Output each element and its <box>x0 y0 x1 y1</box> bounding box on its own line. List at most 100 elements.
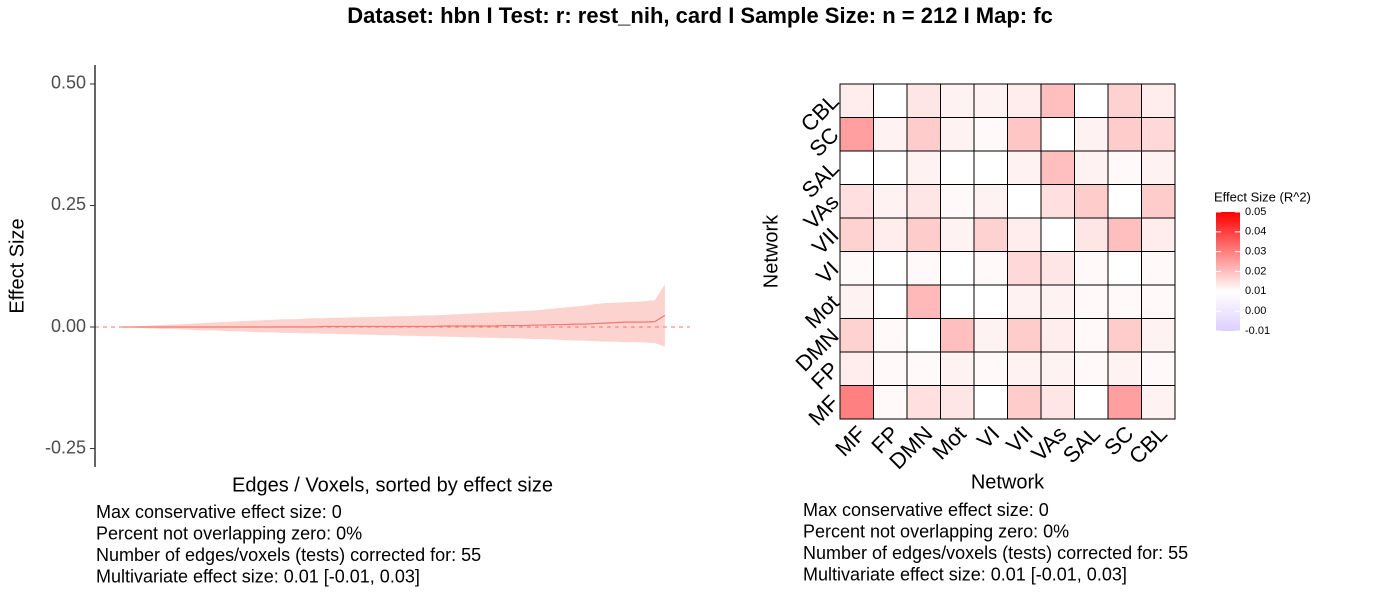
heatmap-cell <box>839 184 874 219</box>
heatmap-cell <box>1007 318 1042 353</box>
heatmap-cell <box>873 83 908 118</box>
heatmap-cell <box>1074 217 1109 252</box>
y-tick-label: VAs <box>799 189 844 234</box>
heatmap-cell <box>1040 217 1075 252</box>
heatmap-cell <box>940 251 975 286</box>
heatmap-cell <box>1107 117 1142 152</box>
heatmap-cell <box>1074 184 1109 219</box>
colorbar-tick-label: 0.03 <box>1245 246 1266 258</box>
heatmap-cell <box>839 318 874 353</box>
heatmap-cell <box>1007 351 1042 386</box>
heatmap-cell <box>1074 385 1109 420</box>
heatmap-cell <box>906 351 941 386</box>
heatmap-cell <box>1107 351 1142 386</box>
heatmap-cell <box>1141 351 1176 386</box>
y-tick-label: VI <box>811 256 843 288</box>
heatmap-cell <box>873 385 908 420</box>
heatmap-cell <box>1141 284 1176 319</box>
heatmap-cell <box>1074 318 1109 353</box>
x-axis-title: Network <box>971 471 1045 493</box>
y-axis-title: Network <box>760 214 782 288</box>
colorbar-tick-label: 0.05 <box>1245 206 1266 218</box>
heatmap-cell <box>906 318 941 353</box>
heatmap-cell <box>940 351 975 386</box>
heatmap-cell <box>1040 251 1075 286</box>
heatmap-cell <box>1107 83 1142 118</box>
colorbar-tick-label: 0.00 <box>1245 305 1266 317</box>
heatmap-cell <box>940 318 975 353</box>
heatmap-cell <box>973 251 1008 286</box>
legend-title: Effect Size (R^2) <box>1214 189 1311 204</box>
heatmap-cell <box>1141 117 1176 152</box>
heatmap-cell <box>906 284 941 319</box>
heatmap-cell <box>973 117 1008 152</box>
heatmap-cell <box>1007 117 1042 152</box>
heatmap-cell <box>1074 83 1109 118</box>
heatmap-cell <box>1141 251 1176 286</box>
heatmap-cell <box>839 385 874 420</box>
colorbar-tick-label: 0.02 <box>1245 265 1266 277</box>
heatmap-cell <box>1074 351 1109 386</box>
y-tick-label: MF <box>804 390 844 430</box>
heatmap-cell <box>839 217 874 252</box>
heatmap-cell <box>940 385 975 420</box>
heatmap-cell <box>973 184 1008 219</box>
heatmap-cell <box>873 184 908 219</box>
heatmap-cell <box>1040 184 1075 219</box>
heatmap-cell <box>1074 117 1109 152</box>
heatmap-cell <box>1141 150 1176 185</box>
y-tick-label: -0.25 <box>45 437 86 457</box>
heatmap-cell <box>1141 184 1176 219</box>
colorbar-tick-label: 0.04 <box>1245 226 1266 238</box>
colorbar-tick-label: 0.01 <box>1245 285 1266 297</box>
heatmap-cell <box>1107 318 1142 353</box>
heatmap-cell <box>1040 284 1075 319</box>
heatmap-cell <box>906 117 941 152</box>
heatmap-cell <box>1107 150 1142 185</box>
summary-note: Max conservative effect size: 0 <box>96 502 342 522</box>
heatmap-cell <box>873 251 908 286</box>
heatmap-cell <box>906 83 941 118</box>
heatmap-cell <box>1040 117 1075 152</box>
y-tick-label: SAL <box>797 156 844 203</box>
heatmap-cell <box>940 284 975 319</box>
heatmap-cell <box>1007 284 1042 319</box>
y-axis-title: Effect Size <box>6 218 28 313</box>
page-title: Dataset: hbn I Test: r: rest_nih, card I… <box>347 3 1053 28</box>
heatmap-cell <box>940 83 975 118</box>
x-tick-label: MF <box>830 421 870 461</box>
y-tick-label: 0.50 <box>51 73 86 93</box>
y-tick-label: 0.00 <box>51 316 86 336</box>
heatmap-cell <box>940 150 975 185</box>
heatmap-cell <box>1007 150 1042 185</box>
heatmap-cell <box>906 150 941 185</box>
heatmap-cell <box>839 83 874 118</box>
heatmap-cell <box>940 117 975 152</box>
heatmap-cell <box>1107 284 1142 319</box>
heatmap-cell <box>940 184 975 219</box>
heatmap-cell <box>873 117 908 152</box>
summary-note: Percent not overlapping zero: 0% <box>96 523 362 543</box>
heatmap-cell <box>1007 251 1042 286</box>
heatmap-cell <box>973 351 1008 386</box>
x-tick-label: VI <box>972 421 1004 453</box>
heatmap-cell <box>973 217 1008 252</box>
heatmap-cell <box>1107 251 1142 286</box>
x-tick-label: Mot <box>927 421 971 465</box>
heatmap-cell <box>1141 318 1176 353</box>
heatmap-cell <box>839 150 874 185</box>
heatmap-cell <box>1040 385 1075 420</box>
estimate-line <box>122 314 666 328</box>
heatmap-cell <box>1074 251 1109 286</box>
x-tick-label: CBL <box>1124 421 1172 469</box>
heatmap-cell <box>1007 184 1042 219</box>
heatmap-cell <box>940 217 975 252</box>
heatmap-cell <box>973 83 1008 118</box>
heatmap-cell <box>839 351 874 386</box>
summary-note: Multivariate effect size: 0.01 [-0.01, 0… <box>96 566 420 586</box>
heatmap-cell <box>1007 385 1042 420</box>
summary-note: Multivariate effect size: 0.01 [-0.01, 0… <box>803 564 1127 584</box>
y-tick-label: CBL <box>796 89 844 137</box>
heatmap-cell <box>873 284 908 319</box>
